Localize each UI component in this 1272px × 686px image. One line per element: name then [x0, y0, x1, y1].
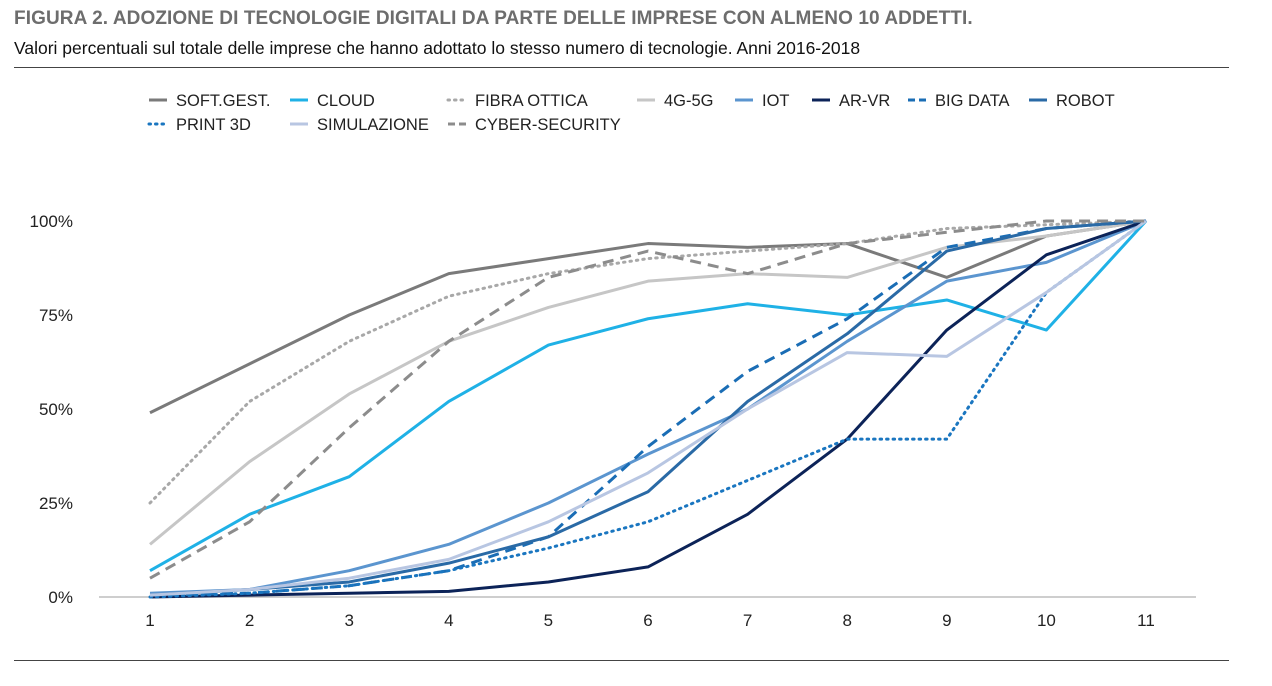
legend-item-fibra-ottica: FIBRA OTTICA	[446, 92, 588, 110]
y-tick-label: 75%	[39, 306, 73, 325]
y-tick-label: 25%	[39, 494, 73, 513]
x-tick-label: 10	[1037, 611, 1056, 630]
legend-item-cyber-security: CYBER-SECURITY	[448, 116, 621, 134]
legend-label: 4G-5G	[664, 92, 714, 110]
x-tick-label: 1	[145, 611, 154, 630]
x-tick-label: 8	[842, 611, 851, 630]
legend-item-4g-5g: 4G-5G	[637, 92, 714, 110]
series-line-print-3d	[148, 219, 1148, 599]
y-axis: 0% 25% 50% 75% 100%	[30, 212, 73, 607]
legend-item-ar-vr: AR-VR	[812, 92, 890, 110]
legend-label: CLOUD	[317, 92, 375, 110]
legend-label: SIMULAZIONE	[317, 116, 429, 134]
x-tick-label: 6	[643, 611, 652, 630]
plot-area	[148, 219, 1148, 599]
x-axis: 1 2 3 4 5 6 7 8 9 10 11	[99, 596, 1196, 630]
legend-label: CYBER-SECURITY	[475, 116, 621, 134]
series-line-ar-vr	[149, 219, 1147, 599]
series-line-iot	[149, 219, 1147, 595]
bottom-divider	[14, 660, 1229, 662]
x-tick-label: 7	[743, 611, 752, 630]
chart-legend: SOFT.GEST. CLOUD FIBRA OTTICA 4G-5G IOT AR-VR…	[147, 92, 1115, 134]
x-tick-label: 9	[942, 611, 951, 630]
legend-label: SOFT.GEST.	[176, 92, 270, 110]
series-line-soft-gest	[149, 219, 1147, 415]
x-tick-label: 3	[344, 611, 353, 630]
legend-item-cloud: CLOUD	[290, 92, 375, 110]
figure-subtitle: Valori percentuali sul totale delle impr…	[14, 38, 861, 58]
y-tick-label: 0%	[48, 588, 73, 607]
legend-label: AR-VR	[839, 92, 890, 110]
top-divider	[14, 67, 1229, 69]
legend-label: IOT	[762, 92, 790, 110]
legend-label: ROBOT	[1056, 92, 1115, 110]
legend-item-simulazione: SIMULAZIONE	[290, 116, 429, 134]
legend-item-soft-gest: SOFT.GEST.	[149, 92, 270, 110]
x-tick-label: 4	[444, 611, 453, 630]
legend-item-robot: ROBOT	[1029, 92, 1115, 110]
x-tick-label: 5	[544, 611, 553, 630]
series-line-fibra-ottica	[148, 219, 1148, 505]
series-line-big-data	[149, 219, 1147, 597]
series-line-cloud	[149, 219, 1148, 572]
series-line-robot	[149, 219, 1147, 597]
x-tick-label: 2	[245, 611, 254, 630]
y-tick-label: 100%	[30, 212, 73, 231]
legend-item-big-data: BIG DATA	[908, 92, 1010, 110]
legend-label: FIBRA OTTICA	[475, 92, 588, 110]
legend-item-print-3d: PRINT 3D	[147, 116, 251, 134]
legend-label: BIG DATA	[935, 92, 1010, 110]
x-tick-label: 11	[1137, 611, 1155, 630]
legend-label: PRINT 3D	[176, 116, 251, 134]
legend-item-iot: IOT	[735, 92, 790, 110]
figure-title: FIGURA 2. ADOZIONE DI TECNOLOGIE DIGITAL…	[14, 8, 973, 29]
series-line-simulazione	[149, 219, 1147, 597]
series-line-cyber-security	[149, 219, 1146, 580]
y-tick-label: 50%	[39, 400, 73, 419]
